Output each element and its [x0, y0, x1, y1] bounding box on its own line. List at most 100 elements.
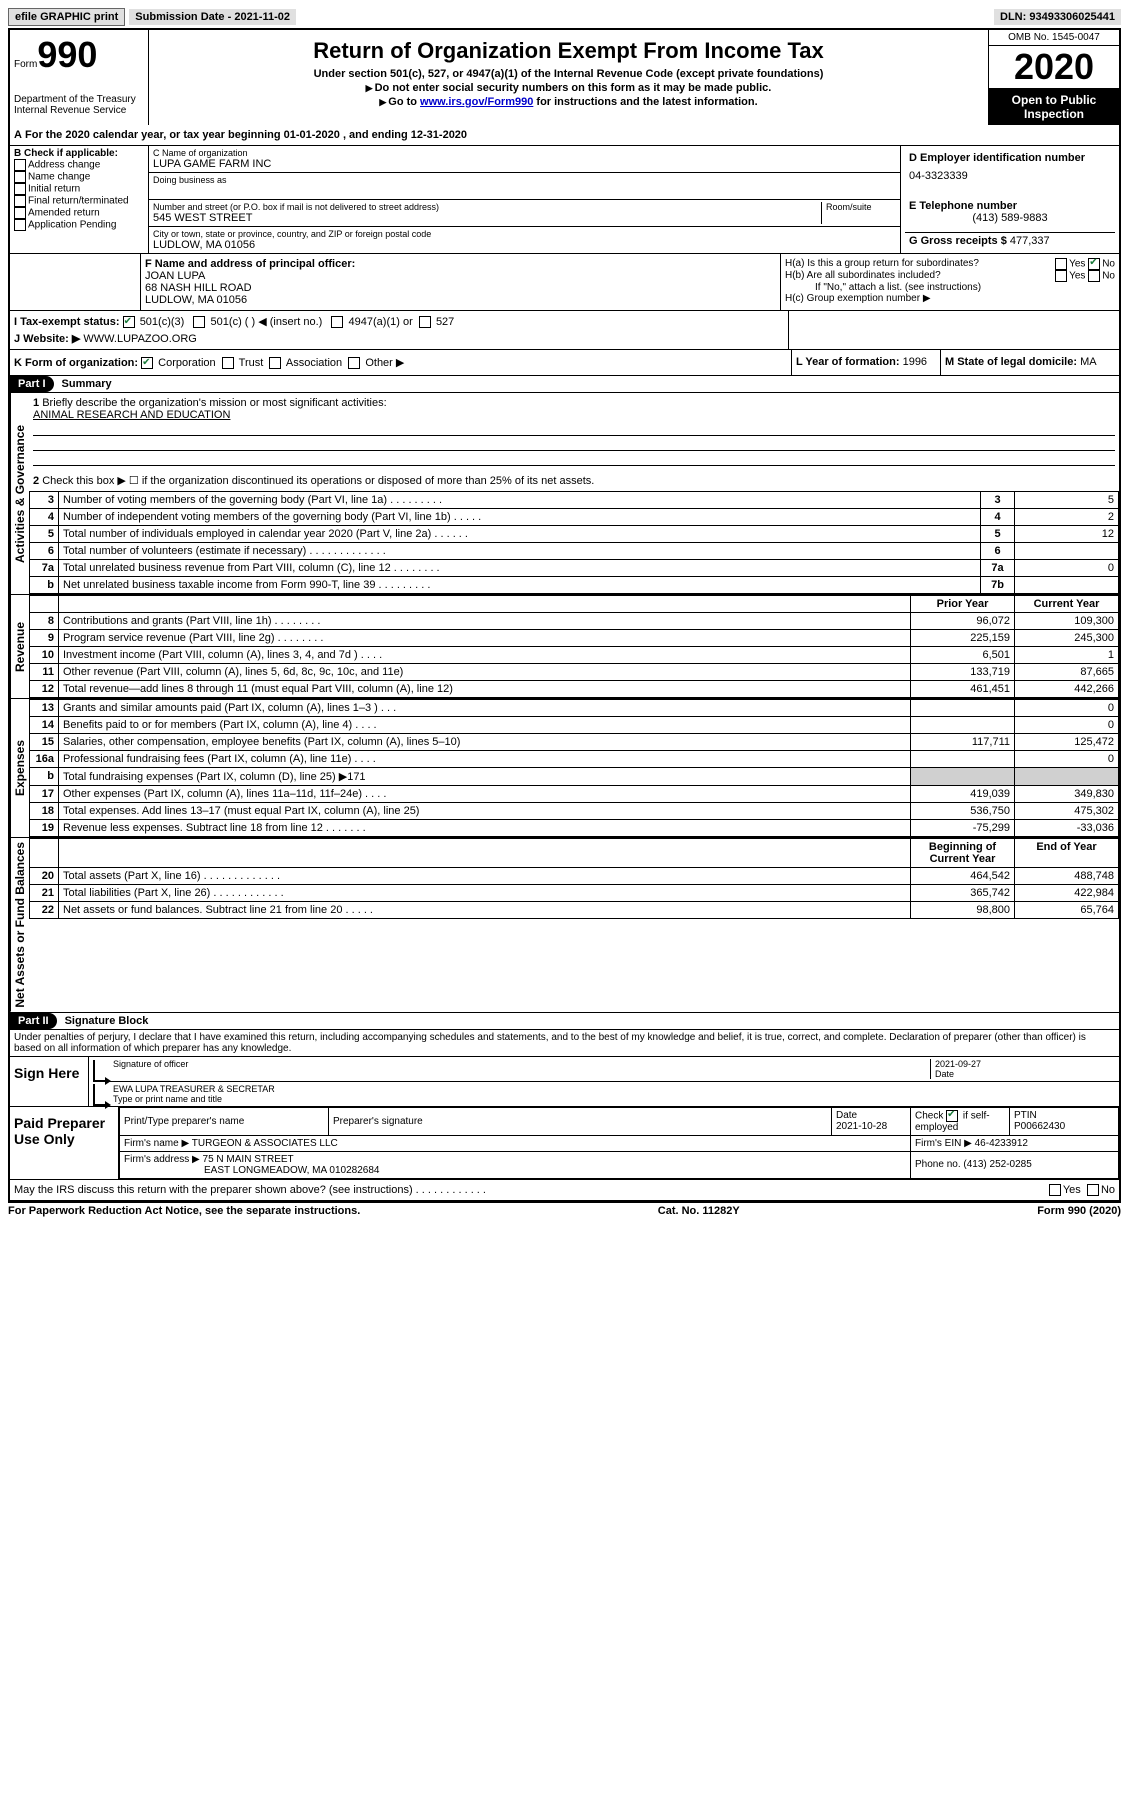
form-number: 990: [37, 34, 97, 75]
prep-date-label: Date: [836, 1110, 857, 1121]
officer-group-block: F Name and address of principal officer:…: [10, 254, 1119, 311]
toolbar: efile GRAPHIC print Submission Date - 20…: [8, 8, 1121, 26]
check-address-change[interactable]: Address change: [14, 159, 144, 171]
submission-date-value: 2021-11-02: [234, 11, 290, 23]
check-501c[interactable]: [193, 316, 205, 328]
end-year-header: End of Year: [1015, 839, 1119, 868]
state-domicile: MA: [1080, 356, 1097, 368]
part-i-title: Summary: [54, 376, 120, 392]
officer-addr2: LUDLOW, MA 01056: [145, 294, 776, 306]
check-final-return[interactable]: Final return/terminated: [14, 195, 144, 207]
h-c-row: H(c) Group exemption number ▶: [785, 293, 1115, 304]
hb-no[interactable]: [1088, 270, 1100, 282]
dept-treasury: Department of the Treasury: [14, 94, 144, 105]
efile-button[interactable]: efile GRAPHIC print: [8, 8, 125, 26]
section-d-e-g: D Employer identification number 04-3323…: [901, 146, 1119, 253]
net-assets-lines: Beginning of Current YearEnd of Year 20T…: [29, 838, 1119, 919]
h-a-row: H(a) Is this a group return for subordin…: [785, 258, 1115, 270]
table-row: 20Total assets (Part X, line 16) . . . .…: [30, 868, 1119, 885]
firm-address-label: Firm's address ▶: [124, 1154, 200, 1165]
discuss-yes[interactable]: [1049, 1184, 1061, 1196]
table-row: 22Net assets or fund balances. Subtract …: [30, 902, 1119, 919]
paid-preparer-block: Paid Preparer Use Only Print/Type prepar…: [10, 1107, 1119, 1180]
check-527[interactable]: [419, 316, 431, 328]
ha-yes[interactable]: [1055, 258, 1067, 270]
check-other[interactable]: [348, 357, 360, 369]
open-inspection: Open to PublicInspection: [989, 89, 1119, 125]
table-row: 6Total number of volunteers (estimate if…: [30, 543, 1119, 560]
signature-arrow-icon: [93, 1060, 105, 1082]
table-row: 3Number of voting members of the governi…: [30, 492, 1119, 509]
section-m: M State of legal domicile: MA: [940, 350, 1119, 375]
table-row: 17Other expenses (Part IX, column (A), l…: [30, 786, 1119, 803]
check-4947[interactable]: [331, 316, 343, 328]
firm-phone: (413) 252-0285: [963, 1159, 1031, 1170]
paperwork-notice: For Paperwork Reduction Act Notice, see …: [8, 1205, 360, 1217]
gross-receipts-value: 477,337: [1010, 235, 1050, 247]
form-title: Return of Organization Exempt From Incom…: [153, 38, 984, 64]
check-corporation[interactable]: [141, 357, 153, 369]
org-name-label: C Name of organization: [153, 148, 896, 158]
form-of-org-row: K Form of organization: Corporation Trus…: [10, 350, 1119, 376]
firm-ein: 46-4233912: [975, 1138, 1028, 1149]
check-name-change[interactable]: Name change: [14, 171, 144, 183]
hb-yes[interactable]: [1055, 270, 1067, 282]
prior-year-header: Prior Year: [911, 596, 1015, 613]
room-label: Room/suite: [826, 202, 896, 212]
table-row: 12Total revenue—add lines 8 through 11 (…: [30, 681, 1119, 698]
check-initial-return[interactable]: Initial return: [14, 183, 144, 195]
dba-label: Doing business as: [153, 175, 896, 185]
discuss-row: May the IRS discuss this return with the…: [10, 1180, 1119, 1201]
officer-addr1: 68 NASH HILL ROAD: [145, 282, 776, 294]
firm-phone-label: Phone no.: [915, 1159, 961, 1170]
check-association[interactable]: [269, 357, 281, 369]
check-application-pending[interactable]: Application Pending: [14, 219, 144, 231]
part-ii-title: Signature Block: [57, 1013, 157, 1029]
section-c: C Name of organization LUPA GAME FARM IN…: [149, 146, 901, 253]
table-row: 10Investment income (Part VIII, column (…: [30, 647, 1119, 664]
street-address: 545 WEST STREET: [153, 212, 817, 224]
table-row: bTotal fundraising expenses (Part IX, co…: [30, 768, 1119, 786]
form-subtitle: Under section 501(c), 527, or 4947(a)(1)…: [153, 68, 984, 80]
discuss-no[interactable]: [1087, 1184, 1099, 1196]
officer-name: JOAN LUPA: [145, 270, 776, 282]
section-h: H(a) Is this a group return for subordin…: [781, 254, 1119, 310]
form-note-ssn: Do not enter social security numbers on …: [153, 82, 984, 94]
table-row: bNet unrelated business taxable income f…: [30, 577, 1119, 594]
paid-preparer-label: Paid Preparer Use Only: [10, 1107, 119, 1179]
firm-name-label: Firm's name ▶: [124, 1138, 189, 1149]
begin-year-header: Beginning of Current Year: [911, 839, 1015, 868]
governance-lines: 3Number of voting members of the governi…: [29, 491, 1119, 594]
ptin-label: PTIN: [1014, 1110, 1037, 1121]
sign-here-label: Sign Here: [10, 1057, 89, 1106]
section-l: L Year of formation: 1996: [791, 350, 940, 375]
revenue-label: Revenue: [10, 595, 29, 698]
telephone-value: (413) 589-9883: [909, 212, 1111, 224]
discontinued-question: Check this box ▶ ☐ if the organization d…: [42, 475, 594, 487]
ptin-value: P00662430: [1014, 1121, 1065, 1132]
cat-number: Cat. No. 11282Y: [658, 1205, 740, 1217]
check-trust[interactable]: [222, 357, 234, 369]
org-name: LUPA GAME FARM INC: [153, 158, 896, 170]
table-row: 15Salaries, other compensation, employee…: [30, 734, 1119, 751]
signature-date: 2021-09-27: [935, 1059, 1115, 1069]
activities-governance-label: Activities & Governance: [10, 393, 29, 594]
identity-block: B Check if applicable: Address change Na…: [10, 146, 1119, 254]
gross-receipts-label: G Gross receipts $: [909, 235, 1007, 247]
mission-text: ANIMAL RESEARCH AND EDUCATION: [33, 409, 1115, 421]
officer-label: F Name and address of principal officer:: [145, 258, 776, 270]
check-501c3[interactable]: [123, 316, 135, 328]
table-row: 16aProfessional fundraising fees (Part I…: [30, 751, 1119, 768]
officer-signature-label: Signature of officer: [113, 1059, 930, 1079]
table-row: 13Grants and similar amounts paid (Part …: [30, 700, 1119, 717]
ha-no[interactable]: [1088, 258, 1100, 270]
signature-date-label: Date: [935, 1069, 1115, 1079]
irs-link[interactable]: www.irs.gov/Form990: [420, 96, 533, 108]
year-formation: 1996: [903, 356, 927, 368]
table-row: 21Total liabilities (Part X, line 26) . …: [30, 885, 1119, 902]
city-state-zip: LUDLOW, MA 01056: [153, 239, 896, 251]
page-footer: For Paperwork Reduction Act Notice, see …: [8, 1203, 1121, 1219]
check-amended[interactable]: Amended return: [14, 207, 144, 219]
omb-number: OMB No. 1545-0047: [989, 30, 1119, 46]
check-self-employed[interactable]: [946, 1110, 958, 1122]
